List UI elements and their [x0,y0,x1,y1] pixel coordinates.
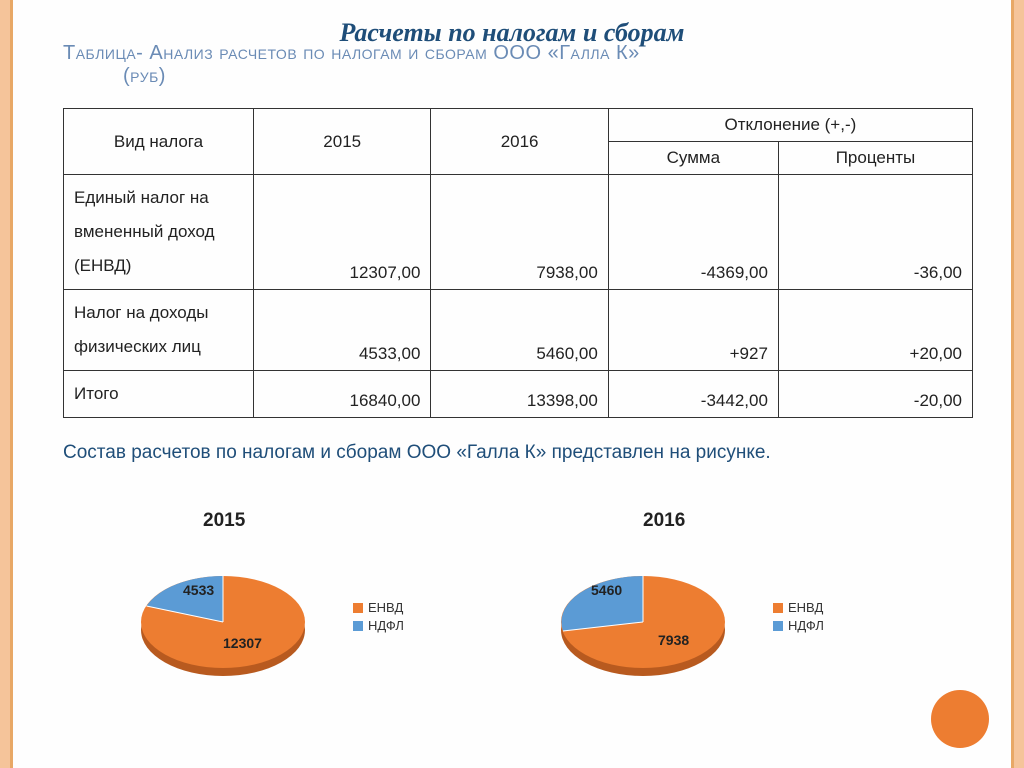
col-sum: Сумма [608,142,778,175]
col-type: Вид налога [64,109,254,175]
col-pct: Проценты [778,142,972,175]
pie-2015-svg [113,540,333,700]
pie-2016-title: 2016 [643,510,953,532]
cell-pct: -36,00 [778,175,972,290]
legend-label: НДФЛ [368,618,404,633]
table-row: Единый налог на вмененный доход (ЕНВД) 1… [64,175,973,290]
tax-table: Вид налога 2015 2016 Отклонение (+,-) Су… [63,108,973,418]
pie-2015: 2015 4533 12307 ЕНВД НДФЛ [113,510,533,720]
cell-2016: 5460,00 [431,290,608,371]
legend-swatch-envd [353,603,363,613]
cell-sum: +927 [608,290,778,371]
slide: Расчеты по налогам и сборам Таблица- Ана… [10,0,1014,768]
pie-2015-legend: ЕНВД НДФЛ [353,600,404,636]
table-header-row: Вид налога 2015 2016 Отклонение (+,-) [64,109,973,142]
cell-2016: 7938,00 [431,175,608,290]
legend-item: ЕНВД [773,600,824,615]
cell-pct: +20,00 [778,290,972,371]
legend-label: ЕНВД [788,600,823,615]
pie-2016-legend: ЕНВД НДФЛ [773,600,824,636]
pie-2016: 2016 5460 7938 ЕНВД НДФЛ [533,510,953,720]
decorative-circle-icon [931,690,989,748]
col-2015: 2015 [254,109,431,175]
table-row: Итого 16840,00 13398,00 -3442,00 -20,00 [64,371,973,418]
cell-2016: 13398,00 [431,371,608,418]
col-deviation: Отклонение (+,-) [608,109,972,142]
subtitle-line2: (руб) [63,65,166,87]
row-label: Единый налог на вмененный доход (ЕНВД) [64,175,254,290]
cell-pct: -20,00 [778,371,972,418]
cell-2015: 12307,00 [254,175,431,290]
legend-swatch-ndfl [353,621,363,631]
row-label: Итого [64,371,254,418]
description: Состав расчетов по налогам и сборам ООО … [63,440,951,466]
pie-2016-svg [533,540,753,700]
charts-area: 2015 4533 12307 ЕНВД НДФЛ [63,510,973,750]
legend-item: НДФЛ [353,618,404,633]
pie-2015-title: 2015 [203,510,533,532]
col-2016: 2016 [431,109,608,175]
pie-2015-ndfl-label: 4533 [183,582,214,598]
subtitle: Таблица- Анализ расчетов по налогам и сб… [63,42,961,88]
legend-swatch-ndfl [773,621,783,631]
cell-2015: 4533,00 [254,290,431,371]
cell-2015: 16840,00 [254,371,431,418]
legend-label: ЕНВД [368,600,403,615]
cell-sum: -3442,00 [608,371,778,418]
pie-2016-ndfl-label: 5460 [591,582,622,598]
row-label: Налог на доходы физических лиц [64,290,254,371]
pie-2016-envd-label: 7938 [658,632,689,648]
legend-swatch-envd [773,603,783,613]
cell-sum: -4369,00 [608,175,778,290]
legend-label: НДФЛ [788,618,824,633]
subtitle-line1: Таблица- Анализ расчетов по налогам и сб… [63,42,640,64]
legend-item: НДФЛ [773,618,824,633]
pie-2015-envd-label: 12307 [223,635,262,651]
legend-item: ЕНВД [353,600,404,615]
table-row: Налог на доходы физических лиц 4533,00 5… [64,290,973,371]
